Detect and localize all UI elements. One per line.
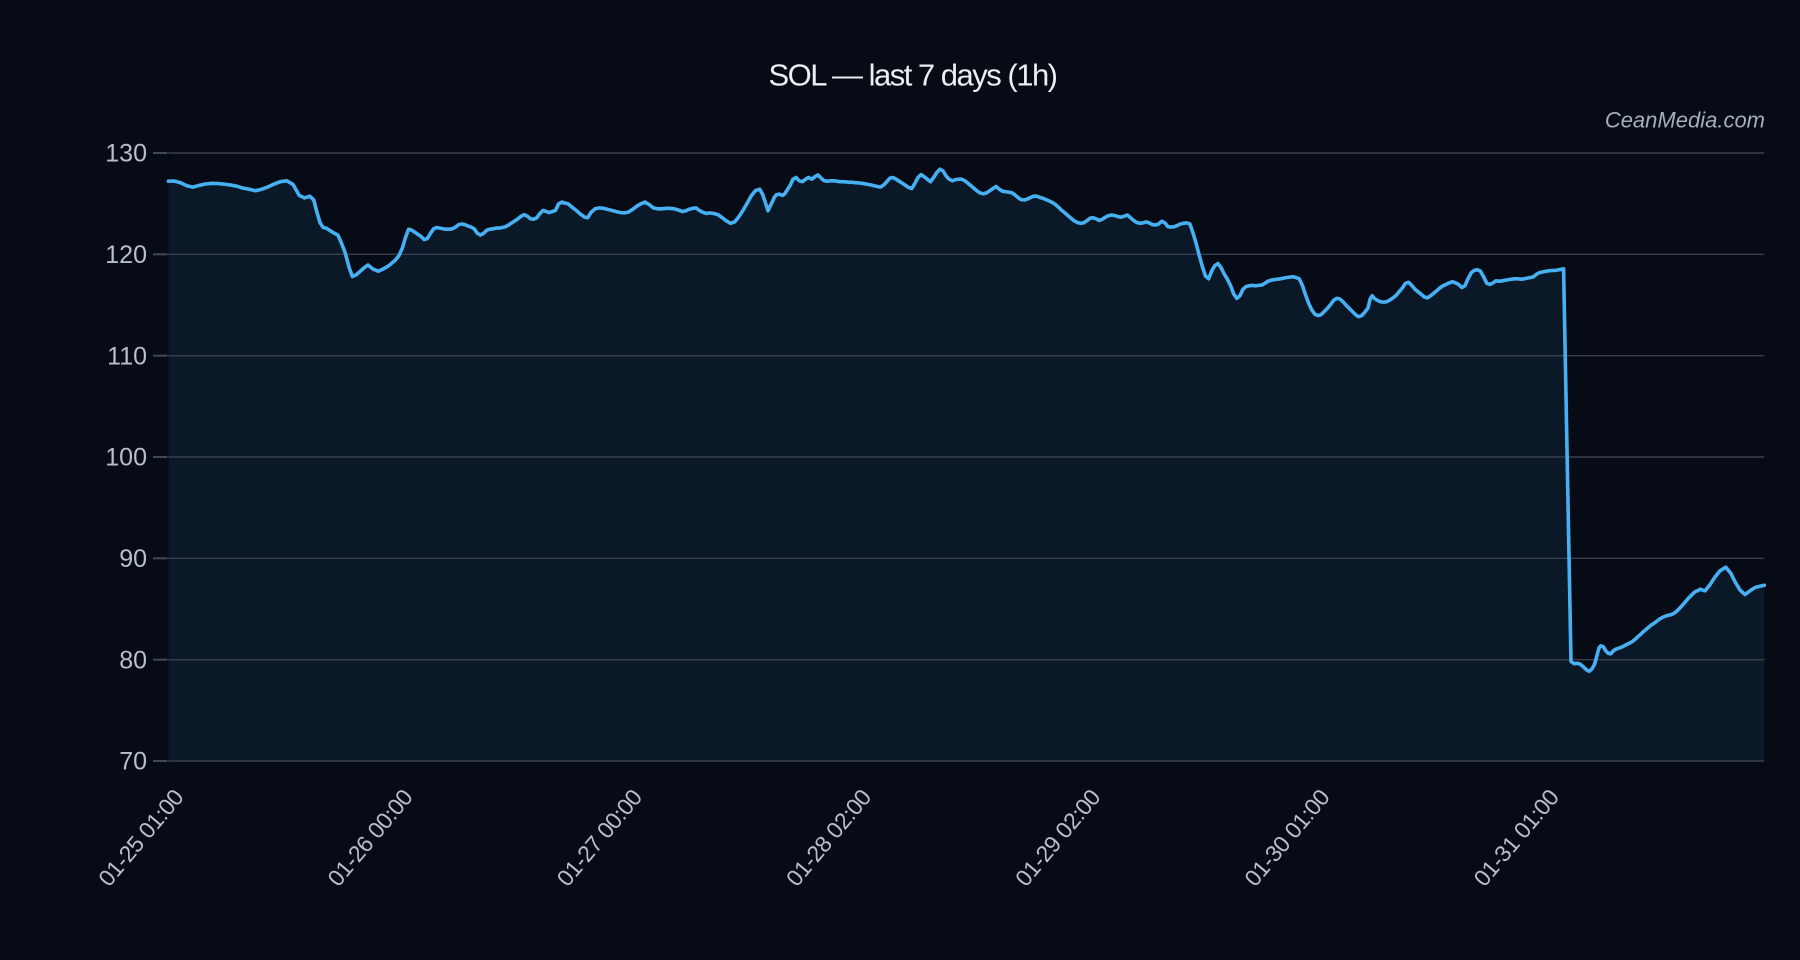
svg-text:130: 130 xyxy=(105,140,147,168)
svg-text:SOL — last 7 days (1h): SOL — last 7 days (1h) xyxy=(768,58,1056,93)
svg-text:120: 120 xyxy=(105,241,147,269)
svg-text:110: 110 xyxy=(107,342,147,370)
svg-text:80: 80 xyxy=(119,646,147,674)
svg-text:90: 90 xyxy=(119,545,147,573)
svg-text:70: 70 xyxy=(119,748,147,776)
svg-text:CeanMedia.com: CeanMedia.com xyxy=(1605,108,1765,133)
svg-text:100: 100 xyxy=(105,444,147,472)
